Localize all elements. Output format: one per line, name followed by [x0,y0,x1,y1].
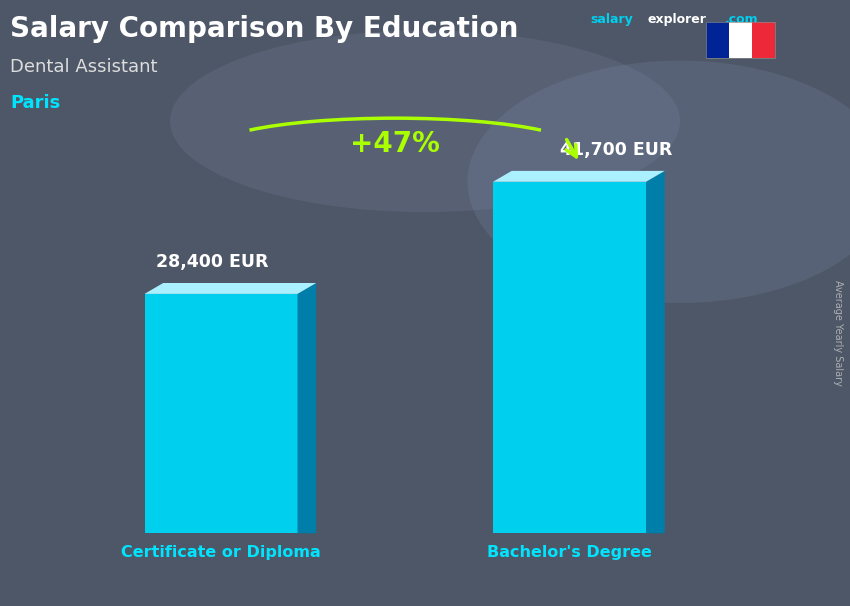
Bar [752,22,775,58]
Text: explorer: explorer [648,13,706,26]
Bar [493,182,646,533]
Text: Bachelor's Degree: Bachelor's Degree [487,545,652,561]
Text: salary: salary [591,13,633,26]
Polygon shape [144,283,316,294]
Bar [706,22,775,58]
Text: Dental Assistant: Dental Assistant [10,58,158,76]
Bar [728,22,752,58]
Ellipse shape [170,30,680,212]
Ellipse shape [468,61,850,303]
Polygon shape [646,171,665,533]
Bar [144,294,298,533]
Text: Paris: Paris [10,94,60,112]
Text: +47%: +47% [350,130,440,158]
Text: Average Yearly Salary: Average Yearly Salary [833,281,843,386]
Text: .com: .com [725,13,759,26]
Polygon shape [298,283,316,533]
Text: Certificate or Diploma: Certificate or Diploma [121,545,320,561]
Bar [706,22,728,58]
Text: 28,400 EUR: 28,400 EUR [156,253,269,271]
Text: Salary Comparison By Education: Salary Comparison By Education [10,15,518,43]
Text: 41,700 EUR: 41,700 EUR [560,141,672,159]
Polygon shape [493,171,665,182]
